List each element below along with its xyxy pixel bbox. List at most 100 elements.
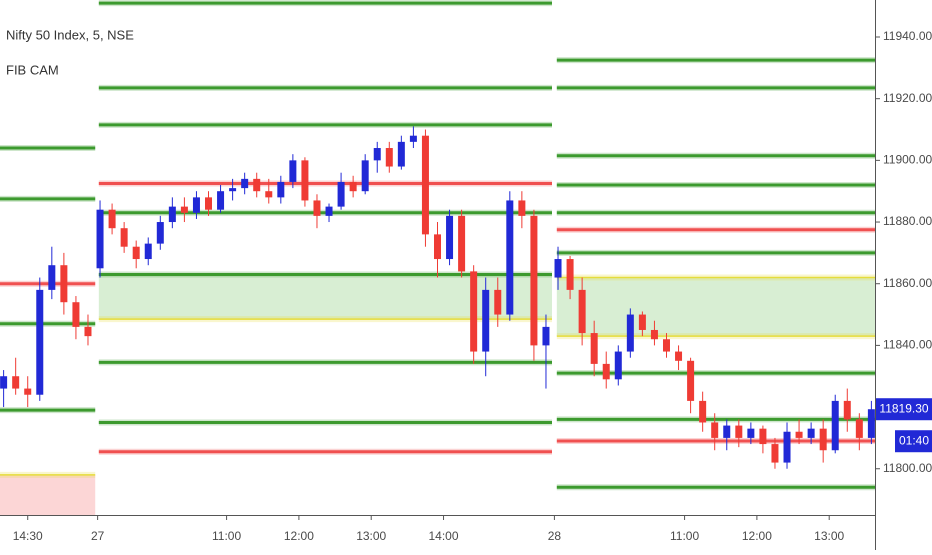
candle-body bbox=[325, 206, 333, 216]
pivot-zone bbox=[0, 474, 96, 515]
legend-bg bbox=[2, 24, 114, 84]
candle-body bbox=[735, 425, 743, 438]
candle-body bbox=[361, 160, 369, 192]
candle-body bbox=[84, 326, 92, 337]
candle-body bbox=[217, 191, 225, 210]
candle-body bbox=[518, 200, 526, 216]
y-tick-label: 11860.00 bbox=[883, 276, 932, 290]
candle-body bbox=[819, 428, 827, 451]
candle-body bbox=[723, 425, 731, 438]
candle-body bbox=[0, 376, 8, 389]
candle-body bbox=[542, 326, 550, 346]
candle-body bbox=[446, 215, 454, 260]
candle-body bbox=[759, 428, 767, 445]
candle-body bbox=[675, 351, 683, 361]
candle-body bbox=[301, 160, 309, 201]
candle-body bbox=[120, 228, 128, 247]
candle-body bbox=[566, 259, 574, 290]
candle-body bbox=[578, 289, 586, 334]
candle-body bbox=[662, 339, 670, 352]
x-tick-label: 11:00 bbox=[212, 529, 241, 543]
candle-body bbox=[434, 234, 441, 260]
plot-area bbox=[0, 0, 875, 515]
candle-body bbox=[397, 141, 405, 167]
candle-body bbox=[96, 209, 104, 269]
candle-body bbox=[470, 271, 478, 352]
x-tick-label: 14:00 bbox=[429, 529, 459, 543]
candle-body bbox=[253, 178, 261, 192]
x-tick-label: 12:00 bbox=[284, 529, 314, 543]
candle-body bbox=[687, 360, 695, 401]
last-price-box bbox=[876, 398, 932, 421]
last-price-label: 11819.30 bbox=[879, 401, 928, 415]
candle-body bbox=[289, 160, 297, 182]
y-tick-label: 11840.00 bbox=[883, 338, 932, 352]
candle-body bbox=[373, 148, 381, 161]
x-tick-label: 13:00 bbox=[356, 529, 386, 543]
candle-body bbox=[530, 215, 538, 346]
candle-body bbox=[506, 200, 514, 315]
x-tick-label: 13:00 bbox=[814, 529, 844, 543]
candle-body bbox=[699, 400, 707, 423]
x-tick-label: 27 bbox=[91, 529, 105, 543]
candle-body bbox=[72, 302, 80, 327]
candle-body bbox=[265, 191, 273, 198]
candle-body bbox=[867, 409, 875, 438]
candle-body bbox=[132, 246, 140, 260]
candle-body bbox=[60, 265, 68, 303]
x-tick-label: 28 bbox=[548, 529, 562, 543]
y-tick-label: 11900.00 bbox=[883, 153, 932, 167]
candle-body bbox=[24, 388, 32, 395]
x-tick-label: 14:30 bbox=[13, 529, 43, 543]
candle-body bbox=[602, 363, 610, 380]
candle-body bbox=[855, 419, 863, 438]
y-tick-label: 11940.00 bbox=[883, 29, 932, 43]
candle-body bbox=[409, 135, 417, 142]
countdown-label: 01:40 bbox=[899, 433, 929, 447]
candle-body bbox=[180, 206, 188, 213]
candle-body bbox=[421, 135, 429, 235]
candle-body bbox=[156, 222, 164, 244]
candle-body bbox=[482, 289, 490, 352]
candle-body bbox=[229, 188, 237, 192]
pivot-zone bbox=[556, 277, 875, 337]
candle-body bbox=[807, 428, 815, 438]
candle-body bbox=[590, 333, 598, 364]
candle-body bbox=[711, 422, 719, 438]
candle-body bbox=[48, 265, 56, 290]
candle-body bbox=[277, 181, 285, 198]
candle-body bbox=[458, 215, 466, 272]
candle-body bbox=[554, 259, 562, 278]
x-tick-label: 11:00 bbox=[670, 529, 699, 543]
candle-body bbox=[205, 197, 213, 210]
candle-body bbox=[12, 376, 20, 389]
candle-body bbox=[349, 181, 357, 192]
candle-body bbox=[831, 400, 839, 451]
candle-body bbox=[614, 351, 622, 380]
candle-body bbox=[108, 209, 116, 229]
candle-body bbox=[626, 314, 634, 352]
y-tick-label: 11880.00 bbox=[883, 214, 932, 228]
candle-body bbox=[494, 289, 502, 315]
candle-body bbox=[36, 289, 44, 395]
candle-body bbox=[168, 206, 176, 223]
candle-body bbox=[337, 181, 345, 207]
candle-body bbox=[747, 428, 755, 438]
countdown-box bbox=[895, 430, 932, 453]
candle-body bbox=[783, 431, 791, 463]
candle-body bbox=[313, 200, 321, 216]
chart-title: Nifty 50 Index, 5, NSE bbox=[6, 27, 134, 42]
candle-body bbox=[650, 329, 658, 340]
indicator-name: FIB CAM bbox=[6, 62, 59, 77]
candle-body bbox=[771, 444, 779, 463]
candle-body bbox=[241, 178, 249, 189]
x-tick-label: 12:00 bbox=[742, 529, 772, 543]
candle-body bbox=[192, 197, 200, 213]
candle-body bbox=[843, 400, 851, 420]
candle-body bbox=[144, 243, 152, 260]
candle-body bbox=[795, 431, 803, 438]
y-tick-label: 11800.00 bbox=[883, 461, 932, 475]
y-tick-label: 11920.00 bbox=[883, 91, 932, 105]
